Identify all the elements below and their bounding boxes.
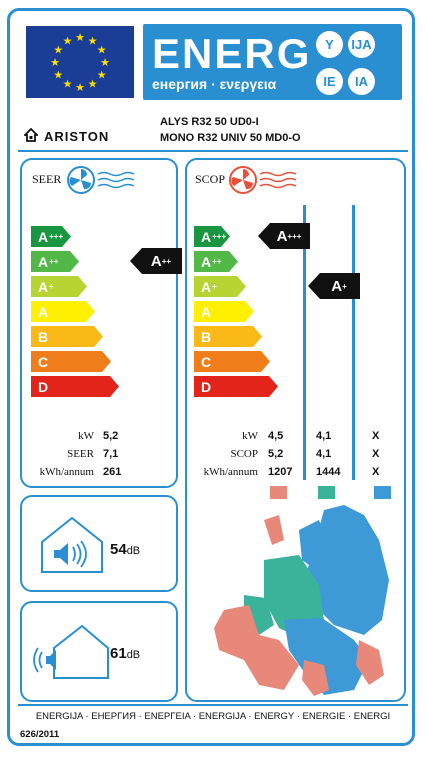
lang-circle-ia: IA xyxy=(348,68,375,95)
cooling-fan-icon xyxy=(66,165,136,200)
europe-climate-map xyxy=(204,500,399,703)
scop-colder-value: X xyxy=(372,466,380,478)
scop-row-label: SCOP xyxy=(230,448,258,460)
scop-class-bar: A xyxy=(194,301,254,322)
eu-star-icon: ★ xyxy=(75,82,85,94)
regulation-number: 626/2011 xyxy=(20,729,60,740)
outdoor-noise-panel xyxy=(20,601,178,702)
scop-class-bar: A ++ xyxy=(194,251,238,272)
eu-star-icon: ★ xyxy=(100,57,110,69)
seer-class-bar: D xyxy=(31,376,119,397)
eu-star-icon: ★ xyxy=(53,45,63,57)
energ-word: ENERG xyxy=(152,30,312,77)
eu-star-icon: ★ xyxy=(75,32,85,44)
scop-warmer-value: 4,5 xyxy=(268,430,284,442)
scop-warmer-value: 5,2 xyxy=(268,448,284,460)
footer-languages: ENERGIJA · ЕНЕРГИЯ · ΕΝΕΡΓΕΙΑ · ENERGIJA… xyxy=(35,711,391,722)
scop-row-label: kWh/annum xyxy=(203,466,258,478)
scop-colder-value: X xyxy=(372,430,380,442)
scop-class-bar: A + xyxy=(194,276,246,297)
eu-star-icon: ★ xyxy=(53,70,63,82)
brand: ARISTON xyxy=(22,127,110,145)
seer-class-bar: C xyxy=(31,351,111,372)
indoor-noise-panel xyxy=(20,495,178,592)
eu-star-icon: ★ xyxy=(63,35,73,47)
seer-kwh-label: kWh/annum xyxy=(39,466,94,478)
scop-row-label: kW xyxy=(242,430,258,442)
eu-star-icon: ★ xyxy=(63,79,73,91)
seer-rating-marker: A ++ xyxy=(130,248,182,274)
indoor-speaker-icon xyxy=(38,514,110,581)
scop-average-value: 1444 xyxy=(316,466,341,478)
energ-subtitle: енергия · ενεργεια xyxy=(152,76,277,92)
scop-class-bar: A +++ xyxy=(194,226,230,247)
lang-circle-ija: IJA xyxy=(348,31,375,58)
eu-star-icon: ★ xyxy=(97,70,107,82)
seer-class-bar: B xyxy=(31,326,103,347)
brand-name: ARISTON xyxy=(44,129,110,144)
seer-class-bar: A ++ xyxy=(31,251,79,272)
scop-panel xyxy=(185,158,406,702)
scop-colder-swatch xyxy=(374,486,391,499)
model-indoor: ALYS R32 50 UD0-I xyxy=(160,116,259,128)
scop-average-swatch xyxy=(318,486,335,499)
seer-kw-label: kW xyxy=(78,430,94,442)
seer-title: SEER xyxy=(32,172,62,186)
scop-divider-1 xyxy=(303,205,306,480)
scop-rating-marker-colder: A + xyxy=(308,273,360,299)
scop-class-bar: D xyxy=(194,376,278,397)
eu-star-icon: ★ xyxy=(88,35,98,47)
outdoor-speaker-icon xyxy=(32,622,112,687)
scop-class-bar: C xyxy=(194,351,270,372)
footer-divider xyxy=(18,704,408,706)
seer-class-bar: A +++ xyxy=(31,226,71,247)
scop-divider-2 xyxy=(352,205,355,480)
outdoor-noise-value: 61dB xyxy=(110,645,141,662)
scop-average-value: 4,1 xyxy=(316,430,332,442)
seer-seer-label: SEER xyxy=(67,448,94,460)
seer-class-bar: A + xyxy=(31,276,87,297)
eu-star-icon: ★ xyxy=(50,57,60,69)
scop-title: SCOP xyxy=(195,172,226,186)
scop-warmer-swatch xyxy=(270,486,287,499)
heating-fan-icon xyxy=(228,165,298,200)
eu-star-icon: ★ xyxy=(88,79,98,91)
seer-kw-value: 5,2 xyxy=(103,430,119,442)
indoor-noise-value: 54dB xyxy=(110,541,141,558)
seer-seer-value: 7,1 xyxy=(103,448,119,460)
eu-star-icon: ★ xyxy=(97,45,107,57)
seer-kwh-value: 261 xyxy=(103,466,122,478)
seer-class-bar: A xyxy=(31,301,95,322)
scop-class-bar: B xyxy=(194,326,262,347)
scop-warmer-value: 1207 xyxy=(268,466,293,478)
header-divider xyxy=(18,150,408,152)
lang-circle-y: Y xyxy=(316,31,343,58)
model-outdoor: MONO R32 UNIV 50 MD0-O xyxy=(160,132,301,144)
house-logo-icon xyxy=(22,127,40,145)
scop-average-value: 4,1 xyxy=(316,448,332,460)
scop-rating-marker-average: A +++ xyxy=(258,223,310,249)
scop-colder-value: X xyxy=(372,448,380,460)
seer-panel xyxy=(20,158,178,488)
lang-circle-ie: IE xyxy=(316,68,343,95)
eu-flag-icon: ★ ★ ★ ★ ★ ★ ★ ★ ★ ★ ★ ★ xyxy=(26,26,134,98)
